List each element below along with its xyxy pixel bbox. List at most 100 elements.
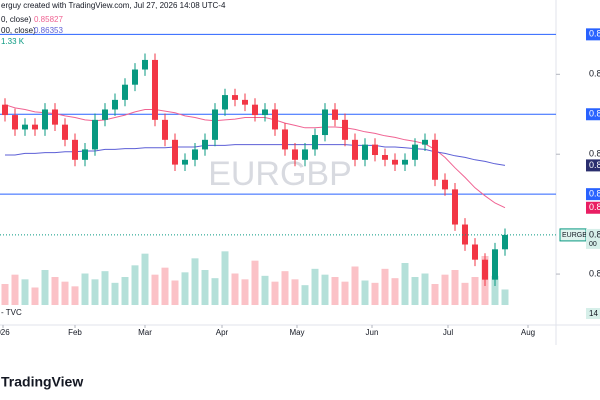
candle-body <box>352 139 358 160</box>
candle-body <box>482 259 488 280</box>
volume-tag <box>586 308 600 319</box>
volume-bar <box>51 277 59 305</box>
candle-body <box>42 109 48 130</box>
candle-body <box>472 244 478 260</box>
candle-body <box>272 109 278 130</box>
candle-body <box>102 109 108 120</box>
volume-bar <box>251 260 259 305</box>
candle-body <box>252 104 258 116</box>
candle-body <box>432 139 438 180</box>
volume-bar <box>271 281 279 305</box>
candle-body <box>172 139 178 165</box>
volume-bar <box>221 251 229 305</box>
last-price-label: 0.8 <box>589 229 600 239</box>
volume-bar <box>401 263 409 305</box>
legend-volume: 1.33 K <box>1 37 25 46</box>
level-tag <box>586 108 600 121</box>
volume-bar <box>261 275 269 305</box>
candle-body <box>192 149 198 160</box>
x-tick-label: Mar <box>138 328 152 337</box>
ma-tag <box>586 201 600 214</box>
volume-bar <box>181 272 189 305</box>
candle-body <box>322 109 328 136</box>
level-tag <box>586 28 600 41</box>
x-tick-label: 026 <box>0 328 10 337</box>
candle-body <box>32 124 38 130</box>
candle-body <box>422 139 428 145</box>
volume-bar <box>171 280 179 305</box>
volume-bar <box>451 270 459 305</box>
volume-bar <box>501 289 509 305</box>
volume-bar <box>371 282 379 305</box>
volume-tag-label: 14 <box>589 309 598 318</box>
x-tick-label: Apr <box>216 328 229 337</box>
candle-body <box>402 159 408 165</box>
volume-bar <box>161 267 169 305</box>
y-tick-label: 0.8 <box>589 69 600 79</box>
volume-bar <box>11 274 19 305</box>
last-price-tag <box>586 228 600 249</box>
volume-bar <box>231 273 239 305</box>
volume-bar <box>431 284 439 305</box>
volume-bar <box>311 268 319 305</box>
volume-bar <box>121 277 129 305</box>
volume-bar <box>101 271 109 305</box>
candle-body <box>302 149 308 160</box>
candle-body <box>92 119 98 150</box>
volume-bar <box>321 274 329 305</box>
candle-body <box>292 149 298 160</box>
watermark: EURGBP <box>208 155 352 193</box>
logo-text: TradingView <box>1 374 83 390</box>
candle-body <box>492 249 498 280</box>
candle-body <box>212 109 218 140</box>
legend-name: 00, close) <box>1 26 36 35</box>
volume-bar <box>341 281 349 305</box>
volume-bar <box>381 268 389 305</box>
volume-bar <box>91 279 99 305</box>
candle-body <box>132 69 138 85</box>
candle-body <box>152 59 158 120</box>
candle-body <box>342 119 348 140</box>
logo: TradingView <box>1 374 83 390</box>
volume-bar <box>111 282 119 305</box>
ma-tag-label: 0.8 <box>589 160 600 170</box>
candle-body <box>2 104 8 116</box>
volume-bar <box>441 274 449 305</box>
x-tick-label: May <box>289 328 304 337</box>
y-tick-label: 0.8 <box>589 149 600 159</box>
volume-bar <box>131 265 139 305</box>
candle-body <box>502 234 508 250</box>
volume-bar <box>471 277 479 305</box>
candle-body <box>112 99 118 110</box>
volume-bar <box>81 273 89 305</box>
volume-bar <box>201 270 209 305</box>
candle-body <box>142 59 148 70</box>
volume-bar <box>1 284 9 305</box>
volume-bar <box>71 286 79 305</box>
volume-bar <box>331 277 339 305</box>
candle-body <box>182 159 188 165</box>
candle-body <box>372 144 378 156</box>
candle-body <box>122 84 128 100</box>
y-tick-label: 0.8 <box>589 268 600 278</box>
legend-value: 0.85827 <box>34 15 63 24</box>
legend-value: 0.86353 <box>34 26 63 35</box>
x-tick-label: Aug <box>521 328 535 337</box>
candle-body <box>282 129 288 150</box>
candle-body <box>242 99 248 105</box>
legend-name: 0, close) <box>1 15 32 24</box>
volume-bar <box>241 279 249 305</box>
candle-body <box>62 124 68 140</box>
volume-bar <box>461 282 469 305</box>
volume-bar <box>391 278 399 305</box>
volume-bar <box>281 271 289 305</box>
volume-bar <box>421 273 429 305</box>
candle-body <box>232 95 238 100</box>
volume-bar <box>151 274 159 305</box>
x-tick-label: Feb <box>68 328 82 337</box>
candle-body <box>392 159 398 165</box>
volume-bar <box>21 279 29 305</box>
level-label: 0.8 <box>589 109 600 119</box>
